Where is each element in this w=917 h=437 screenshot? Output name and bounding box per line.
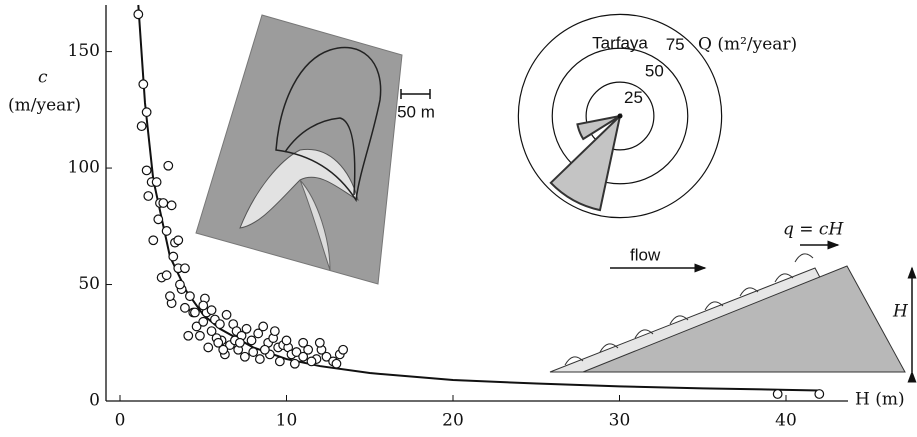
data-point bbox=[271, 327, 280, 336]
data-point bbox=[149, 236, 158, 245]
dune-schematic: flow q = cH H bbox=[550, 220, 912, 373]
x-tick-label: 0 bbox=[115, 411, 126, 431]
rose-center bbox=[618, 114, 623, 119]
data-point bbox=[191, 308, 200, 317]
data-point bbox=[216, 320, 225, 329]
data-point bbox=[162, 271, 171, 280]
y-tick-label: 0 bbox=[89, 391, 100, 411]
data-point bbox=[152, 178, 161, 187]
rose-tick-label: 75 bbox=[666, 35, 685, 54]
data-point bbox=[142, 108, 151, 117]
rose-tick-label: 25 bbox=[624, 88, 643, 107]
data-point bbox=[166, 292, 175, 301]
data-point bbox=[307, 357, 316, 366]
y-tick-label: 150 bbox=[68, 41, 100, 61]
x-tick-label: 10 bbox=[276, 411, 298, 431]
data-point bbox=[282, 336, 291, 345]
y-tick-label: 100 bbox=[68, 158, 100, 178]
data-point bbox=[142, 166, 151, 175]
rose-tick-label: 50 bbox=[645, 62, 664, 81]
flow-label: flow bbox=[630, 245, 661, 264]
data-point bbox=[181, 304, 190, 313]
data-point bbox=[162, 227, 171, 236]
flux-label: q = cH bbox=[783, 220, 844, 240]
data-point bbox=[196, 331, 205, 340]
data-point bbox=[169, 252, 178, 261]
data-point bbox=[276, 357, 285, 366]
data-point bbox=[159, 199, 168, 208]
data-point bbox=[259, 322, 268, 331]
x-tick-label: 40 bbox=[775, 411, 797, 431]
data-point bbox=[144, 192, 153, 201]
data-point bbox=[134, 10, 143, 19]
data-point bbox=[249, 348, 258, 357]
data-point bbox=[247, 336, 256, 345]
data-point bbox=[207, 306, 216, 315]
data-point bbox=[316, 338, 325, 347]
data-point bbox=[241, 352, 250, 361]
data-point bbox=[261, 345, 270, 354]
data-point bbox=[139, 80, 148, 89]
height-label: H bbox=[892, 302, 909, 322]
y-axis-label: c bbox=[38, 68, 48, 88]
data-point bbox=[815, 390, 824, 399]
data-point bbox=[773, 390, 782, 399]
data-point bbox=[332, 359, 341, 368]
data-point bbox=[184, 331, 193, 340]
data-point bbox=[186, 292, 195, 301]
x-axis-label: H (m) bbox=[855, 390, 905, 410]
data-point bbox=[154, 215, 163, 224]
data-point bbox=[137, 122, 146, 131]
x-tick-label: 30 bbox=[609, 411, 631, 431]
rose-title: Tarfaya bbox=[592, 33, 648, 52]
figure: 50 m flow q = cH H c (m/year) H (m) Tarf… bbox=[0, 0, 917, 437]
data-point bbox=[167, 201, 176, 210]
rose-axis-label: Q (m²/year) bbox=[698, 35, 797, 55]
data-point bbox=[164, 161, 173, 170]
data-point bbox=[222, 311, 231, 320]
data-point bbox=[204, 343, 213, 352]
data-point bbox=[299, 338, 308, 347]
data-point bbox=[242, 324, 251, 333]
y-axis-unit: (m/year) bbox=[8, 96, 81, 116]
scale-label: 50 m bbox=[397, 102, 435, 121]
data-point bbox=[199, 318, 208, 327]
data-point bbox=[291, 359, 300, 368]
y-tick-label: 50 bbox=[78, 274, 100, 294]
data-point bbox=[174, 236, 183, 245]
data-point bbox=[199, 301, 208, 310]
x-tick-label: 20 bbox=[442, 411, 464, 431]
photo-inset: 50 m bbox=[196, 15, 435, 284]
data-point bbox=[339, 345, 348, 354]
data-point bbox=[236, 338, 245, 347]
data-point bbox=[176, 280, 185, 289]
data-point bbox=[219, 345, 228, 354]
data-point bbox=[256, 355, 265, 364]
data-point bbox=[181, 264, 190, 273]
